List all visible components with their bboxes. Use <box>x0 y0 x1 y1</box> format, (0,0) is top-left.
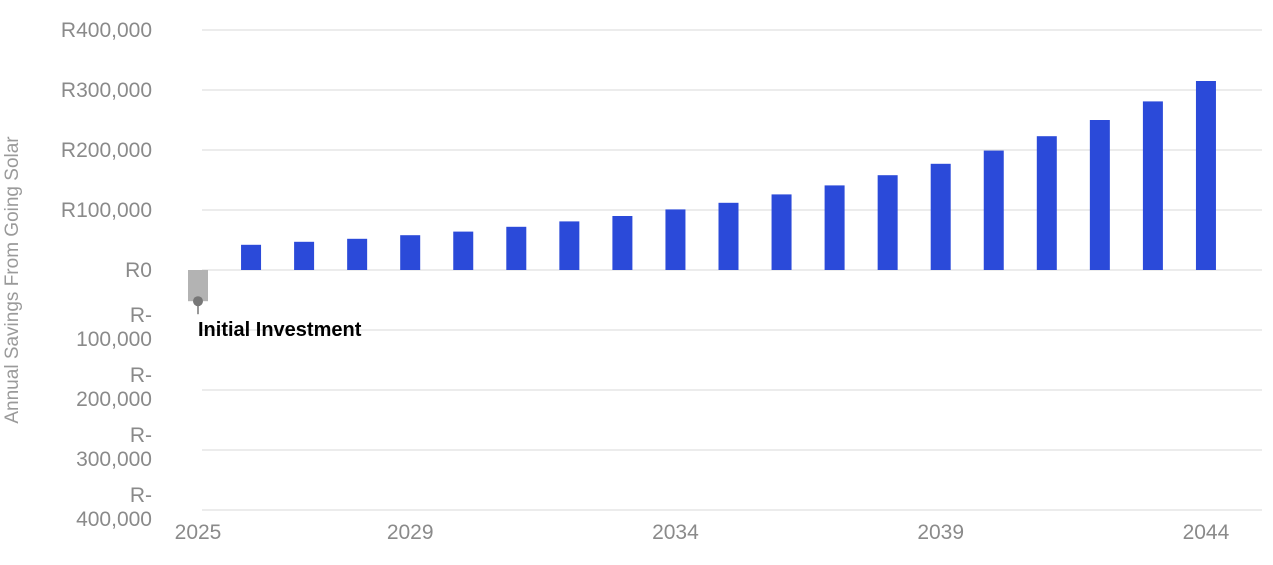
y-tick-label: R-400,000 <box>76 484 152 531</box>
y-tick-label: R0 <box>125 259 152 282</box>
bar-2042 <box>1089 120 1110 270</box>
y-tick-label: R300,000 <box>61 79 152 102</box>
bar-2038 <box>877 175 898 270</box>
bar-2034 <box>665 209 686 270</box>
y-axis-ticks: R400,000 R300,000 R200,000 R100,000 R0 R-100,… <box>61 19 152 531</box>
bar-2031 <box>506 226 527 270</box>
bar-2041 <box>1036 136 1057 270</box>
bar-2030 <box>453 231 474 270</box>
annotation-label: Initial Investment <box>198 319 362 341</box>
y-tick-label: R200,000 <box>61 139 152 162</box>
bar-2028 <box>347 238 368 270</box>
bar-2043 <box>1142 101 1163 271</box>
bar-2032 <box>559 221 580 270</box>
y-tick-label: R100,000 <box>61 199 152 222</box>
bar-2027 <box>294 241 315 270</box>
bar-initial-investment <box>188 270 208 302</box>
y-axis-title: Annual Savings From Going Solar <box>2 136 23 424</box>
x-tick-label: 2025 <box>175 521 222 544</box>
x-axis-ticks: 2025 2029 2034 2039 2044 <box>175 521 1230 544</box>
bar-2035 <box>718 202 739 270</box>
x-tick-label: 2034 <box>652 521 699 544</box>
bars <box>188 81 1216 302</box>
x-tick-label: 2039 <box>917 521 964 544</box>
bar-2040 <box>983 150 1004 270</box>
y-tick-label: R-200,000 <box>76 364 152 411</box>
bar-2036 <box>771 194 792 270</box>
y-tick-label: R400,000 <box>61 19 152 42</box>
x-tick-label: 2029 <box>387 521 434 544</box>
x-tick-label: 2044 <box>1183 521 1230 544</box>
y-tick-label: R-100,000 <box>76 304 152 351</box>
bar-2029 <box>400 235 421 270</box>
annotation-marker <box>193 296 203 307</box>
bar-2039 <box>930 163 951 270</box>
bar-2044 <box>1195 81 1216 270</box>
bar-2033 <box>612 216 633 270</box>
y-tick-label: R-300,000 <box>76 424 152 471</box>
bar-2037 <box>824 185 845 270</box>
bar-2026 <box>241 244 262 270</box>
annotations: Initial Investment <box>193 296 362 341</box>
